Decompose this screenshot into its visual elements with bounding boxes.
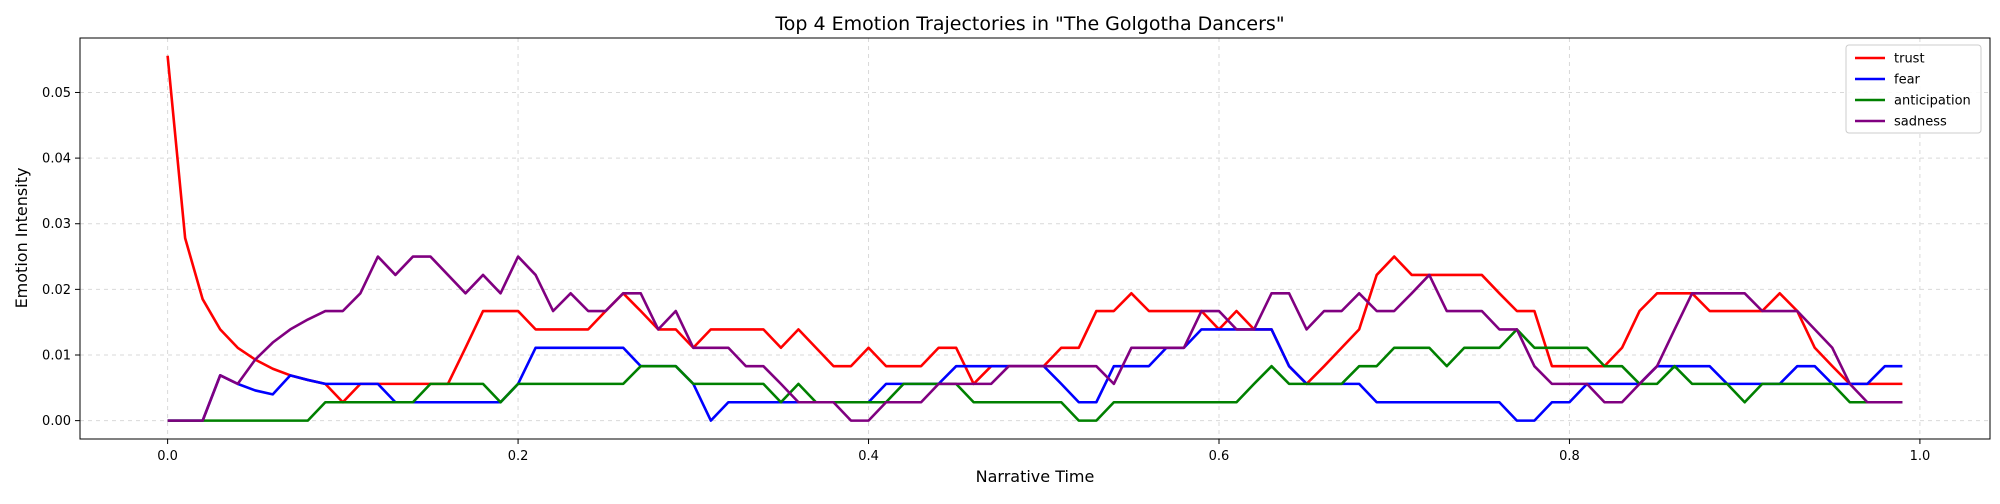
plot-area-frame <box>79 37 1991 440</box>
legend: trust fear anticipation sadness <box>1845 44 1982 134</box>
y-axis-label: Emotion Intensity <box>12 168 31 309</box>
legend-label-fear: fear <box>1894 73 1921 88</box>
y-tick-label: 0.02 <box>42 283 71 298</box>
y-tick-label: 0.03 <box>42 217 71 232</box>
x-axis-ticks: 0.0 0.2 0.4 0.6 0.8 1.0 <box>157 439 1930 464</box>
series-line-anticipation <box>167 328 1903 422</box>
series-line-sadness <box>167 255 1903 422</box>
legend-label-trust: trust <box>1894 52 1925 67</box>
legend-box <box>1845 44 1982 134</box>
y-tick-label: 0.05 <box>42 86 71 101</box>
legend-label-anticipation: anticipation <box>1894 94 1971 109</box>
series-lines <box>166 55 1903 422</box>
x-tick-label: 0.4 <box>858 449 879 464</box>
series-line-fear <box>167 328 1903 422</box>
series-line-trust <box>166 55 1903 404</box>
chart-grid <box>80 38 1990 439</box>
x-tick-label: 0.0 <box>157 449 178 464</box>
x-axis-label: Narrative Time <box>976 467 1095 486</box>
legend-label-sadness: sadness <box>1894 115 1947 130</box>
x-tick-label: 1.0 <box>1910 449 1931 464</box>
x-tick-label: 0.2 <box>508 449 529 464</box>
x-tick-label: 0.8 <box>1559 449 1580 464</box>
y-tick-label: 0.01 <box>42 348 71 363</box>
y-axis-ticks: 0.00 0.01 0.02 0.03 0.04 0.05 <box>42 86 80 429</box>
x-tick-label: 0.6 <box>1209 449 1230 464</box>
chart-title: Top 4 Emotion Trajectories in "The Golgo… <box>774 13 1284 35</box>
y-tick-label: 0.04 <box>42 152 71 167</box>
y-tick-label: 0.00 <box>42 414 71 429</box>
